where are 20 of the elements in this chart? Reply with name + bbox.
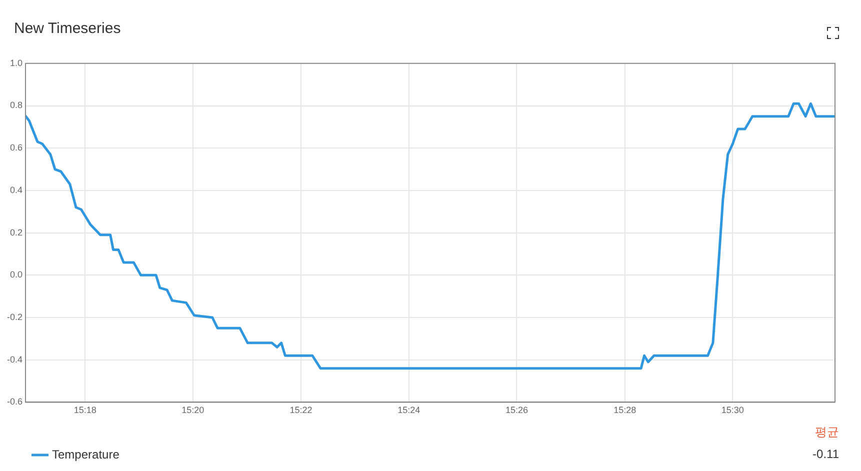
text: -0.11 bbox=[812, 446, 839, 463]
chart-title: New Timeseries bbox=[14, 20, 121, 37]
y-tick-label: -0.2 bbox=[6, 312, 23, 322]
x-tick-label: 15:28 bbox=[614, 405, 636, 416]
x-tick-label: 15:30 bbox=[721, 405, 744, 416]
y-tick-label: 0.6 bbox=[10, 142, 23, 153]
x-tick-label: 15:26 bbox=[505, 405, 528, 416]
y-tick-label: 0.4 bbox=[10, 184, 23, 195]
x-tick-label: 15:22 bbox=[290, 405, 312, 416]
y-tick-label: -0.6 bbox=[6, 396, 23, 407]
y-tick-label: -0.4 bbox=[6, 354, 23, 364]
y-tick-label: 0.8 bbox=[10, 100, 23, 110]
x-tick-label: 15:18 bbox=[74, 405, 96, 416]
x-tick-label: 15:20 bbox=[182, 405, 204, 416]
legend-label: Temperature bbox=[52, 447, 120, 462]
y-tick-label: 1.0 bbox=[10, 58, 23, 68]
y-tick-label: 0.0 bbox=[10, 270, 23, 280]
y-tick-label: 0.2 bbox=[10, 227, 23, 238]
x-tick-label: 15:24 bbox=[398, 405, 420, 416]
text: 평균 bbox=[814, 424, 839, 441]
